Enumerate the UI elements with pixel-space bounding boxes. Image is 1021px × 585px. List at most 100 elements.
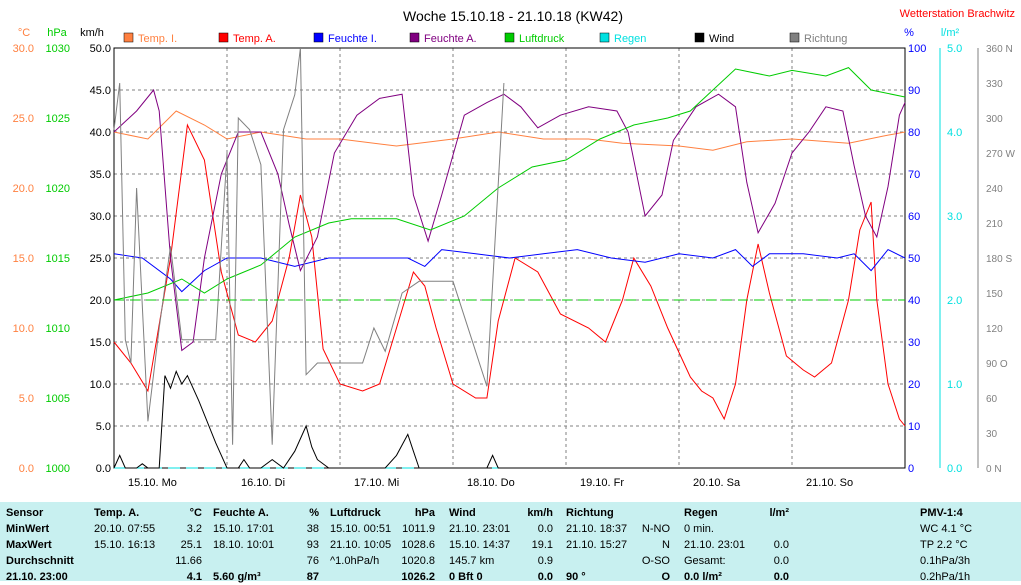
temp-a-header-label: Temp. A. <box>94 507 140 519</box>
pressure-tick-label: 1020 <box>46 183 70 195</box>
richtung-row-info: 90 ° <box>566 571 586 583</box>
feuchte-a-row: 5.60 g/m³ 87 <box>213 569 319 585</box>
wind-row: 21.10. 23:01 0.0 <box>449 521 553 537</box>
humidity-tick-label: 30 <box>908 337 920 349</box>
luftdruck-row-info: 15.10. 00:51 <box>330 523 392 535</box>
temp-unit-label: °C <box>18 27 30 39</box>
direction-tick-label: 0 N <box>986 464 1002 475</box>
pressure-tick-label: 1030 <box>46 43 70 55</box>
temp-tick-label: 20.0 <box>13 183 34 195</box>
wind-row-info: 21.10. 23:01 <box>449 523 511 535</box>
wind-row-value: 0.0 <box>537 523 553 535</box>
direction-tick-label: 330 <box>986 79 1003 90</box>
direction-tick-label: 150 <box>986 289 1003 300</box>
legend-swatch <box>123 32 134 43</box>
wind-row-value: 19.1 <box>531 539 553 551</box>
luftdruck-row-info: ^1.0hPa/h <box>330 555 380 567</box>
temp-tick-label: 10.0 <box>13 323 34 335</box>
wind-row-value: 0.0 <box>537 571 553 583</box>
legend: Temp. I. Temp. A. Feuchte I. Feuchte A. Luft… <box>123 32 847 45</box>
temp-a-row-value: 3.2 <box>186 523 202 535</box>
wind-row-info: 0 Bft 0 <box>449 571 483 583</box>
richtung-row-value: O <box>661 571 670 583</box>
feuchte-a-row-value: 93 <box>306 539 319 551</box>
luftdruck-row-value: 1020.8 <box>401 555 435 567</box>
humidity-tick-label: 90 <box>908 85 920 97</box>
regen-row: Gesamt: 0.0 <box>684 553 789 569</box>
x-tick-label: 21.10. So <box>806 477 853 489</box>
regen-row-info: 0 min. <box>684 523 714 535</box>
wind-tick-label: 30.0 <box>90 211 111 223</box>
wind-header-unit: km/h <box>527 507 553 519</box>
legend-swatch <box>313 32 324 43</box>
chart-title: Woche 15.10.18 - 21.10.18 (KW42) <box>403 8 623 24</box>
pressure-tick-label: 1000 <box>46 463 70 475</box>
feuchte-a-header-unit: % <box>309 507 319 519</box>
wind-row-info: 15.10. 14:37 <box>449 539 511 551</box>
stats-label-max: MaxWert <box>6 539 52 551</box>
wind-row-info: 145.7 km <box>449 555 495 567</box>
temp-a-row-value: 25.1 <box>180 539 202 551</box>
luftdruck-row-value: 1028.6 <box>401 539 435 551</box>
regen-row-value: 0.0 <box>773 571 789 583</box>
x-tick-label: 17.10. Mi <box>354 477 399 489</box>
luftdruck-row-value: 1011.9 <box>402 523 435 535</box>
luftdruck-row: 1026.2 <box>330 569 435 585</box>
direction-tick-label: 240 <box>986 184 1003 195</box>
temp-a-header-unit: °C <box>189 507 202 519</box>
luftdruck-header-unit: hPa <box>414 507 435 519</box>
luftdruck-row: 15.10. 00:51 1011.9 <box>330 521 435 537</box>
wind-tick-label: 35.0 <box>90 169 111 181</box>
feuchte-a-row-value: 87 <box>306 571 319 583</box>
x-tick-label: 19.10. Fr <box>580 477 624 489</box>
station-name: Wetterstation Brachwitz <box>900 8 1015 20</box>
feuchte-a-row-info: 15.10. 17:01 <box>213 523 275 535</box>
stats-header-luftdruck: Luftdruck hPa <box>330 505 435 521</box>
pressure-tick-label: 1010 <box>46 323 70 335</box>
legend-swatch <box>218 32 229 43</box>
legend-label: Richtung <box>804 33 847 45</box>
stats-feuchte-a-column: Feuchte A.% 15.10. 17:01 38 18.10. 10:01 93 7… <box>213 502 319 583</box>
temp-tick-label: 5.0 <box>19 393 34 405</box>
direction-tick-label: 210 <box>986 219 1003 230</box>
feuchte-a-header-label: Feuchte A. <box>213 507 269 519</box>
temp-tick-label: 25.0 <box>13 113 34 125</box>
regen-header-label: Regen <box>684 507 718 519</box>
legend-label: Regen <box>614 33 646 45</box>
richtung-row-info: 21.10. 18:37 <box>566 523 628 535</box>
series-feuchte-i <box>113 248 906 293</box>
direction-tick-label: 60 <box>986 394 998 405</box>
regen-row-info: 0.0 l/m² <box>684 571 722 583</box>
legend-label: Luftdruck <box>519 33 565 45</box>
series-lines <box>113 47 906 469</box>
stats-table: Sensor MinWert MaxWert Durchschnitt 21.1… <box>0 502 1021 583</box>
pressure-tick-label: 1015 <box>46 253 70 265</box>
stats-sensor-column: Sensor MinWert MaxWert Durchschnitt 21.1… <box>6 502 86 583</box>
humidity-tick-label: 80 <box>908 127 920 139</box>
feuchte-a-row-value: 38 <box>306 523 319 535</box>
pmv-pressure-3h: 0.1hPa/3h <box>920 555 971 567</box>
stats-header-richtung: Richtung <box>566 505 670 521</box>
humidity-tick-label: 50 <box>908 253 920 265</box>
luftdruck-row-value: 1026.2 <box>401 571 435 583</box>
weather-chart: Woche 15.10.18 - 21.10.18 (KW42) Wetters… <box>13 8 1016 489</box>
stats-pmv-column: PMV-1:4 WC 4.1 °C TP 2.2 °C 0.1hPa/3h 0.… <box>920 502 1016 583</box>
rain-tick-label: 1.0 <box>947 379 962 391</box>
regen-header-unit: l/m² <box>769 507 789 519</box>
humidity-tick-label: 40 <box>908 295 920 307</box>
wind-tick-label: 40.0 <box>90 127 111 139</box>
stats-temp-a-column: Temp. A. °C 20.10. 07:55 3.2 15.10. 16:13 25.… <box>94 502 202 583</box>
stats-header-regen: Regen l/m² <box>684 505 789 521</box>
stats-luftdruck-column: Luftdruck hPa 15.10. 00:51 1011.9 21.10. 10:… <box>330 502 435 583</box>
legend-label: Wind <box>709 33 734 45</box>
temp-a-row-info: 20.10. 07:55 <box>94 523 156 535</box>
pmv-pressure-1h: 0.2hPa/1h <box>920 571 971 583</box>
luftdruck-row: 21.10. 10:05 1028.6 <box>330 537 435 553</box>
x-tick-label: 18.10. Do <box>467 477 515 489</box>
wind-tick-label: 5.0 <box>96 421 111 433</box>
richtung-header-label: Richtung <box>566 507 614 519</box>
stats-header-feuchte-a: Feuchte A.% <box>213 505 319 521</box>
stats-header-temp-a: Temp. A. °C <box>94 505 202 521</box>
humidity-tick-label: 20 <box>908 379 920 391</box>
series-temp-a <box>113 123 906 427</box>
